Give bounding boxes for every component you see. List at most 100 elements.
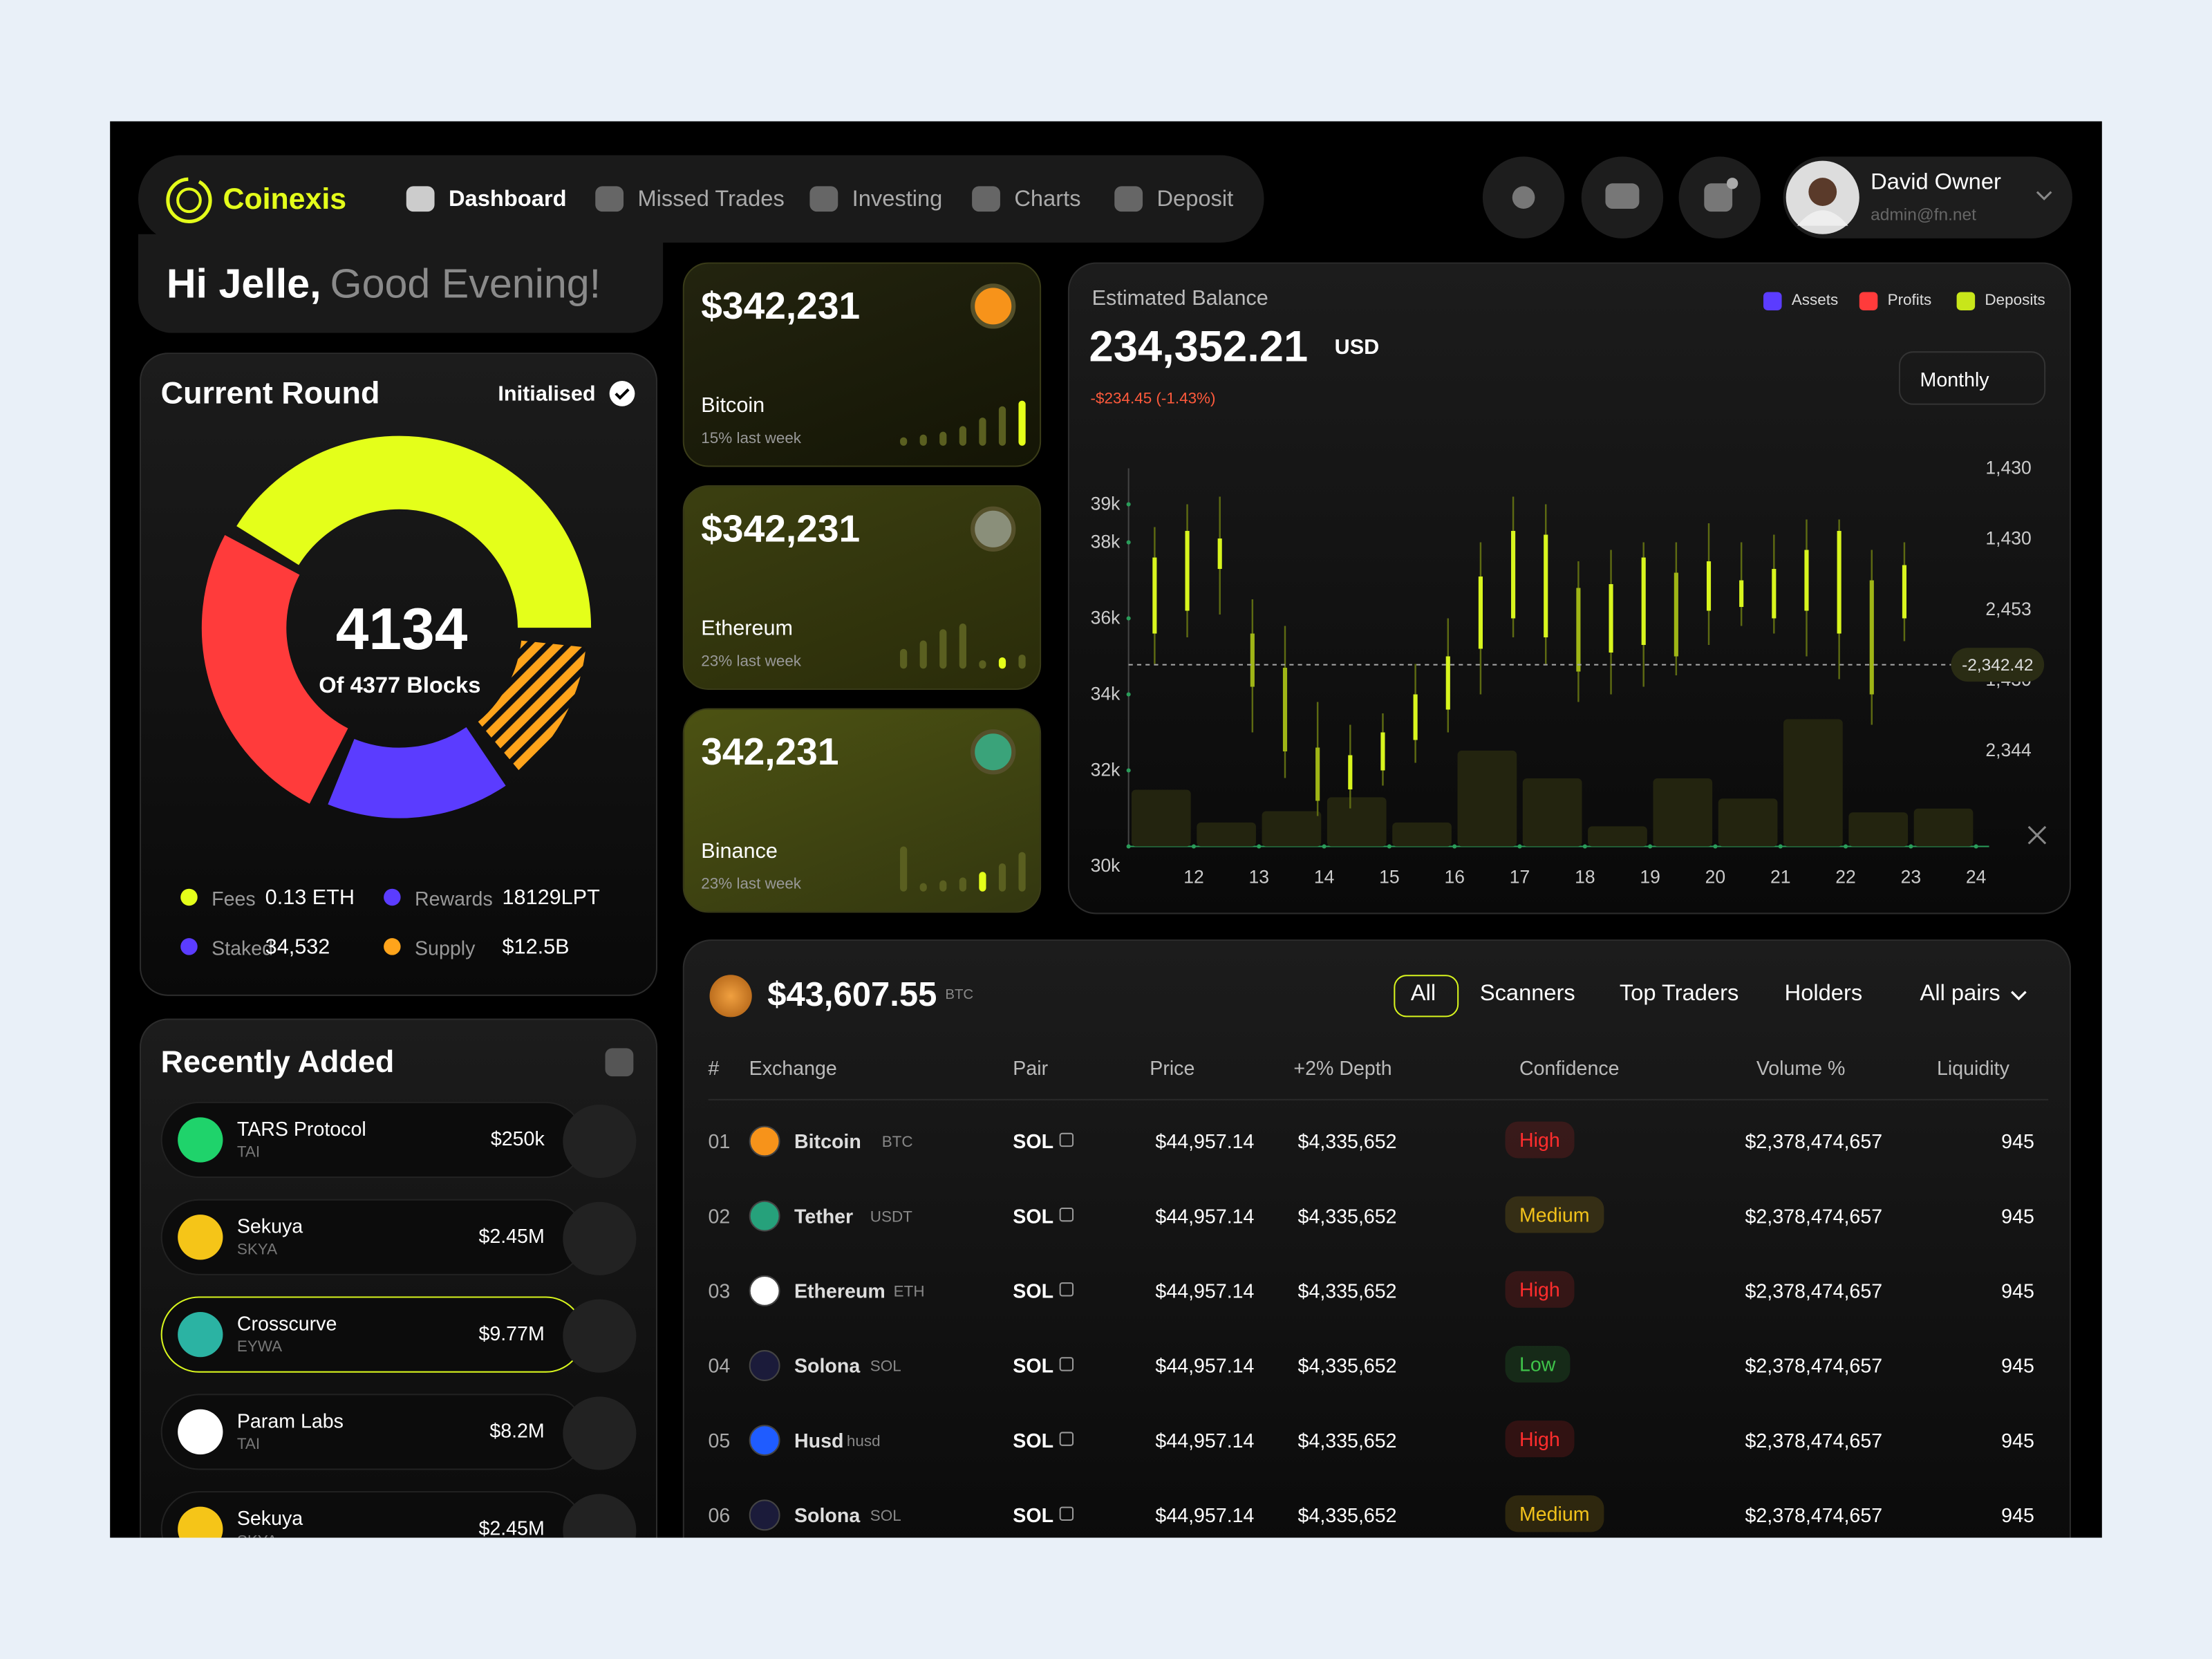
candle-body [1282,668,1288,752]
recent-name: Sekuya [236,1506,303,1530]
recent-name: Param Labs [236,1409,344,1432]
stat-value: 0.13 ETH [265,885,355,910]
coin-icon [709,975,752,1018]
stat-label: Staked [212,937,274,959]
column-header: Volume % [1756,1056,1846,1080]
liquidity: 945 [2001,1503,2034,1527]
nav-item[interactable]: Missed Trades [637,187,785,212]
sparkbar [900,437,908,446]
exchange-icon [749,1125,780,1157]
candle-body [1413,694,1418,740]
confidence-badge: High [1505,1271,1575,1308]
sparkbar [959,624,966,669]
exchange-symbol: SOL [870,1508,901,1526]
x-tick [1452,844,1457,849]
y2-label: 1,430 [1985,458,2031,478]
candle-body [1609,584,1613,653]
link-icon[interactable] [1059,1506,1074,1521]
price: $44,957.14 [1155,1130,1255,1153]
link-icon[interactable] [1059,1132,1074,1147]
y-tick-label: 36k [1091,608,1121,628]
open-button[interactable] [563,1201,637,1275]
candle-body [1478,577,1483,649]
coin-name: Binance [701,839,778,863]
nav-item[interactable]: Dashboard [448,187,567,212]
tab[interactable]: Scanners [1479,982,1575,1006]
coin-amount: 342,231 [701,731,839,774]
link-icon[interactable] [1059,1207,1074,1222]
link-icon[interactable] [1059,1357,1074,1371]
period-select[interactable] [1898,351,2046,405]
x-tick-label: 15 [1379,867,1400,888]
open-button[interactable] [563,1396,637,1470]
recent-item[interactable] [160,1296,584,1373]
coin-amount: $342,231 [701,507,861,550]
row-number: 01 [708,1130,731,1153]
volume: $2,378,474,657 [1745,1503,1883,1527]
divider [708,1098,2049,1100]
sparkbar [939,431,947,446]
x-tick-label: 24 [1966,867,1987,888]
recent-value: $9.77M [478,1322,545,1344]
candle-body [1706,561,1712,611]
coin-icon [971,283,1016,329]
exchange-name: Solona [794,1503,861,1527]
open-button[interactable] [563,1104,637,1179]
x-tick [1191,844,1197,849]
user-pill[interactable] [1783,156,2072,238]
link-icon[interactable] [1059,1432,1074,1446]
sparkbar [1018,654,1026,669]
price: $44,957.14 [1155,1204,1255,1228]
currency[interactable]: USD [1334,335,1380,360]
y-tick-label: 30k [1091,855,1121,876]
recent-item[interactable] [160,1101,584,1179]
stat-dot [384,938,401,955]
nav-item[interactable]: Charts [1014,187,1081,212]
link-icon[interactable] [1059,1282,1074,1297]
recent-item[interactable] [160,1491,584,1538]
nav-icon [972,186,1000,212]
tab[interactable]: Holders [1784,982,1863,1006]
y2-label: 2,344 [1985,740,2031,760]
recent-icon [178,1409,223,1455]
period[interactable]: Monthly [1920,368,1989,391]
recent-item[interactable] [160,1199,584,1275]
stat-label: Supply [414,937,476,959]
exchange-icon [749,1275,780,1306]
volume-bar [1848,812,1909,847]
candle-body [1869,580,1874,695]
market-price: $43,607.55 [767,976,937,1015]
card-title: Recently Added [160,1044,395,1080]
tab[interactable]: All [1410,982,1436,1006]
exchange-name: Solona [794,1354,861,1377]
confidence-badge: Low [1505,1345,1570,1382]
candle-body [1217,538,1222,570]
depth: $4,335,652 [1297,1354,1397,1377]
y-tick [1126,502,1131,507]
price: $44,957.14 [1155,1354,1255,1377]
brand-name: Coinexis [223,183,347,216]
greeting-name: Hi Jelle, [166,262,321,308]
tab[interactable]: Top Traders [1619,982,1739,1006]
x-tick-label: 18 [1575,867,1595,888]
pair-filter[interactable]: All pairs [1920,982,2000,1006]
tab-active[interactable] [1394,975,1459,1018]
sparkbar [919,883,927,892]
open-button[interactable] [563,1299,637,1373]
candle-body [1380,732,1385,771]
x-tick-label: 13 [1249,867,1270,888]
nav-item[interactable]: Deposit [1156,187,1234,212]
donut [201,435,592,818]
recent-item[interactable] [160,1394,584,1470]
more-button[interactable] [605,1048,634,1077]
candle-body [1576,588,1581,672]
column-header: +2% Depth [1293,1056,1392,1080]
exchange-symbol: SOL [870,1358,901,1376]
nav-item[interactable]: Investing [852,187,943,212]
y-tick [1126,844,1131,849]
coin-change: 23% last week [701,653,802,671]
y-tick [1126,616,1131,621]
volume-bar [1913,808,1974,847]
volume-bar [1522,778,1582,847]
